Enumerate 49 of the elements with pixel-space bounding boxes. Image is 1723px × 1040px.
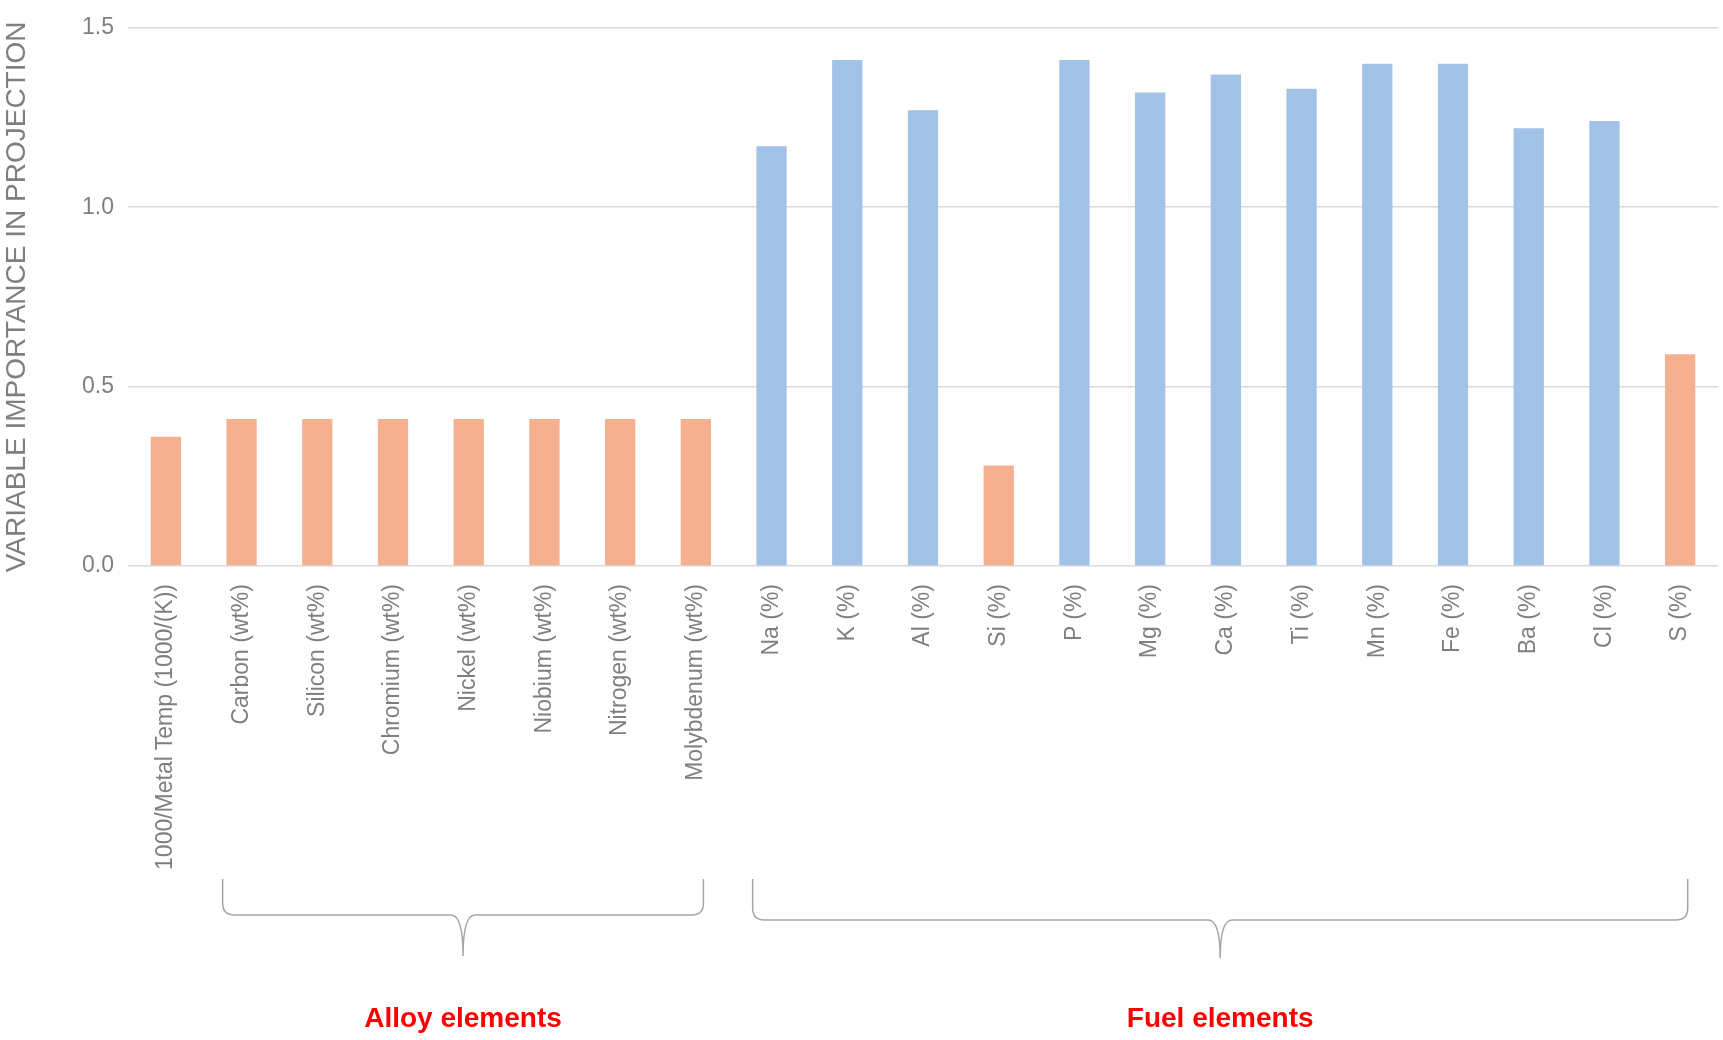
bar: [1665, 354, 1696, 566]
x-tick-label: Silicon (wt%): [302, 584, 329, 717]
bar: [1513, 128, 1544, 566]
bar: [226, 418, 257, 566]
bar: [453, 418, 484, 566]
bar: [1210, 74, 1241, 566]
bar: [1589, 121, 1620, 566]
bar: [1135, 92, 1166, 566]
x-tick-label: P (%): [1059, 584, 1086, 642]
x-tick-label: S (%): [1665, 584, 1692, 642]
x-tick-label: Nickel (wt%): [454, 584, 481, 712]
text: Alloy elements: [364, 1002, 562, 1034]
y-tick-label: 0.0: [82, 551, 114, 578]
bar: [983, 465, 1014, 566]
bar: [1059, 60, 1090, 566]
x-tick-label: Si (%): [984, 584, 1011, 647]
text: Fuel elements: [1126, 1002, 1314, 1034]
bar: [605, 418, 636, 566]
x-tick-label: Mn (%): [1362, 584, 1389, 659]
bar: [832, 60, 863, 566]
x-tick-label: Ti (%): [1286, 584, 1313, 645]
y-axis-title: VARIABLE IMPORTANCE IN PROJECTION: [0, 21, 31, 573]
x-tick-label: Molybdenum (wt%): [681, 584, 708, 781]
x-tick-label: Mg (%): [1135, 584, 1162, 659]
bar: [907, 110, 939, 566]
x-tick-label: Na (%): [756, 584, 783, 656]
x-tick-label: Al (%): [908, 584, 935, 647]
bar: [529, 418, 560, 566]
x-tick-label: 1000/Metal Temp (1000/(K)): [151, 584, 178, 870]
bar: [756, 146, 787, 566]
bar: [1286, 88, 1317, 566]
x-tick-label: Carbon (wt%): [226, 584, 253, 725]
x-tick-label: Cl (%): [1589, 584, 1616, 648]
x-tick-label: Ca (%): [1211, 584, 1238, 656]
y-tick-label: 1.0: [82, 192, 114, 219]
x-tick-label: Niobium (wt%): [529, 584, 556, 734]
x-tick-label: Ba (%): [1514, 584, 1541, 655]
bar: [1362, 63, 1393, 566]
bar: [377, 418, 409, 566]
y-tick-label: 0.5: [82, 371, 114, 398]
x-tick-label: Chromium (wt%): [378, 584, 405, 756]
bar: [302, 418, 333, 566]
x-tick-label: Nitrogen (wt%): [605, 584, 632, 737]
bar: [680, 418, 711, 566]
bar: [150, 436, 181, 566]
x-tick-label: K (%): [832, 584, 859, 642]
y-tick-label: 1.5: [82, 13, 114, 40]
x-tick-label: Fe (%): [1438, 584, 1465, 653]
bar: [1437, 63, 1469, 566]
